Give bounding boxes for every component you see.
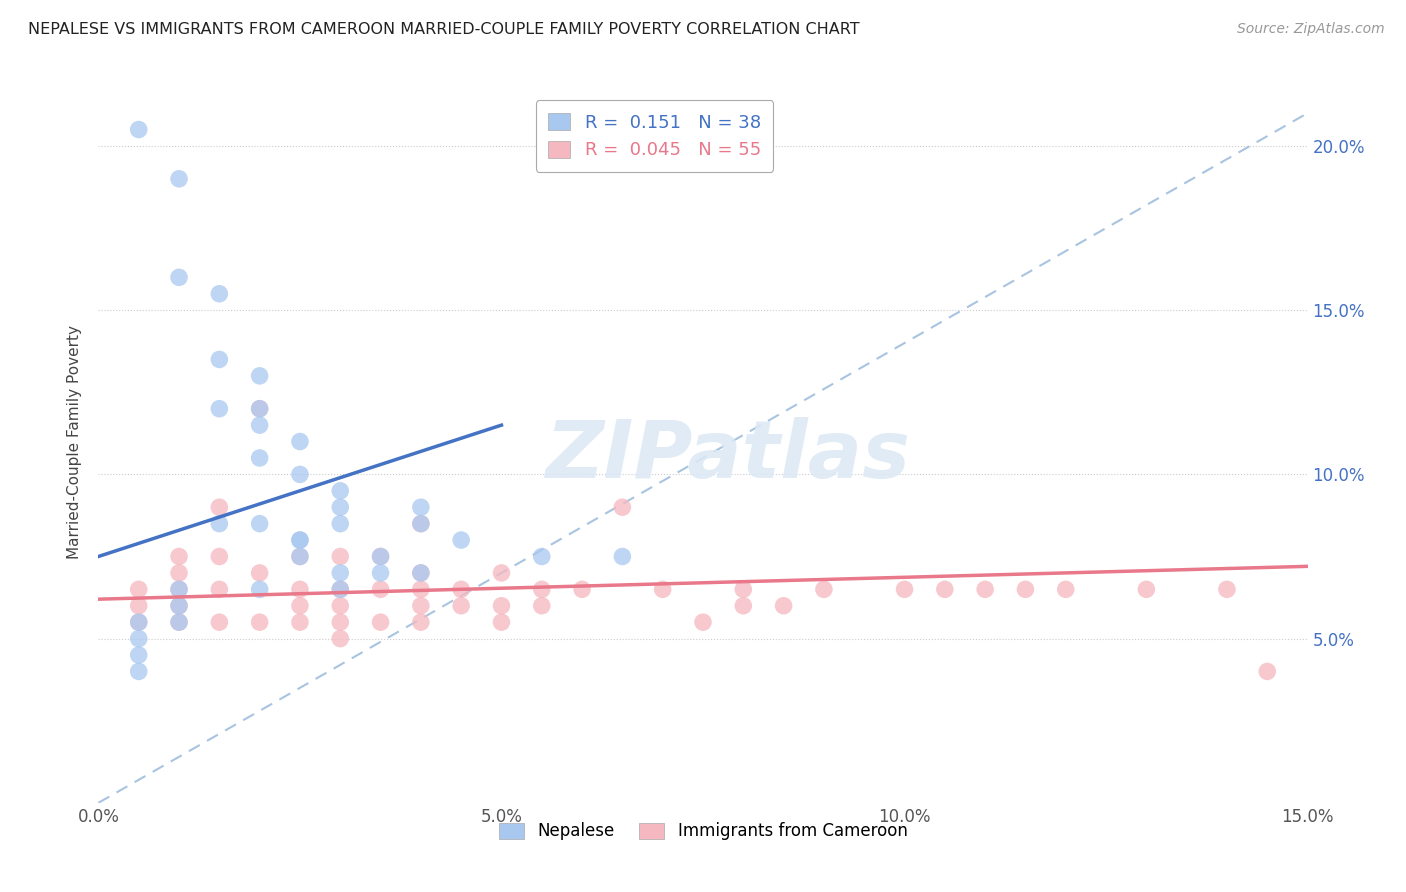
Point: [208, 401, 231, 416]
Point: [249, 582, 271, 597]
Point: [370, 582, 392, 597]
Point: [409, 582, 432, 597]
Point: [208, 582, 231, 597]
Point: [249, 418, 271, 433]
Point: [288, 434, 311, 449]
Point: [1014, 582, 1036, 597]
Point: [288, 582, 311, 597]
Point: [288, 549, 311, 564]
Point: [208, 615, 231, 630]
Point: [692, 615, 714, 630]
Point: [651, 582, 673, 597]
Point: [329, 483, 352, 498]
Y-axis label: Married-Couple Family Poverty: Married-Couple Family Poverty: [67, 325, 83, 558]
Point: [409, 500, 432, 515]
Point: [249, 450, 271, 465]
Point: [612, 500, 634, 515]
Point: [409, 615, 432, 630]
Point: [491, 615, 513, 630]
Point: [329, 549, 352, 564]
Point: [208, 549, 231, 564]
Point: [288, 549, 311, 564]
Point: [167, 615, 190, 630]
Point: [128, 632, 150, 646]
Point: [167, 582, 190, 597]
Point: [409, 516, 432, 531]
Point: [1135, 582, 1157, 597]
Legend: Nepalese, Immigrants from Cameroon: Nepalese, Immigrants from Cameroon: [491, 814, 915, 848]
Point: [733, 599, 755, 613]
Point: [450, 582, 472, 597]
Point: [974, 582, 997, 597]
Point: [249, 401, 271, 416]
Point: [128, 648, 150, 662]
Point: [128, 615, 150, 630]
Point: [530, 599, 553, 613]
Point: [1256, 665, 1278, 679]
Point: [530, 582, 553, 597]
Point: [329, 566, 352, 580]
Point: [329, 599, 352, 613]
Point: [329, 632, 352, 646]
Point: [167, 599, 190, 613]
Text: Source: ZipAtlas.com: Source: ZipAtlas.com: [1237, 22, 1385, 37]
Point: [288, 599, 311, 613]
Point: [167, 599, 190, 613]
Point: [329, 516, 352, 531]
Point: [167, 615, 190, 630]
Point: [288, 467, 311, 482]
Point: [571, 582, 593, 597]
Point: [249, 368, 271, 383]
Point: [329, 582, 352, 597]
Point: [167, 171, 190, 186]
Point: [208, 516, 231, 531]
Point: [409, 566, 432, 580]
Point: [167, 549, 190, 564]
Point: [370, 549, 392, 564]
Point: [167, 566, 190, 580]
Point: [208, 352, 231, 367]
Point: [208, 286, 231, 301]
Point: [249, 516, 271, 531]
Point: [288, 533, 311, 547]
Text: NEPALESE VS IMMIGRANTS FROM CAMEROON MARRIED-COUPLE FAMILY POVERTY CORRELATION C: NEPALESE VS IMMIGRANTS FROM CAMEROON MAR…: [28, 22, 859, 37]
Point: [612, 549, 634, 564]
Point: [450, 599, 472, 613]
Point: [288, 615, 311, 630]
Point: [893, 582, 915, 597]
Point: [329, 582, 352, 597]
Point: [329, 615, 352, 630]
Point: [491, 566, 513, 580]
Point: [370, 566, 392, 580]
Point: [934, 582, 956, 597]
Point: [167, 582, 190, 597]
Text: ZIPatlas: ZIPatlas: [544, 417, 910, 495]
Point: [733, 582, 755, 597]
Point: [128, 615, 150, 630]
Point: [128, 665, 150, 679]
Point: [288, 533, 311, 547]
Point: [128, 122, 150, 136]
Point: [409, 566, 432, 580]
Point: [409, 516, 432, 531]
Point: [450, 533, 472, 547]
Point: [329, 500, 352, 515]
Point: [249, 615, 271, 630]
Point: [370, 549, 392, 564]
Point: [813, 582, 835, 597]
Point: [409, 599, 432, 613]
Point: [772, 599, 794, 613]
Point: [491, 599, 513, 613]
Point: [1216, 582, 1239, 597]
Point: [530, 549, 553, 564]
Point: [167, 270, 190, 285]
Point: [249, 401, 271, 416]
Point: [249, 566, 271, 580]
Point: [128, 599, 150, 613]
Point: [128, 582, 150, 597]
Point: [1054, 582, 1077, 597]
Point: [370, 615, 392, 630]
Point: [208, 500, 231, 515]
